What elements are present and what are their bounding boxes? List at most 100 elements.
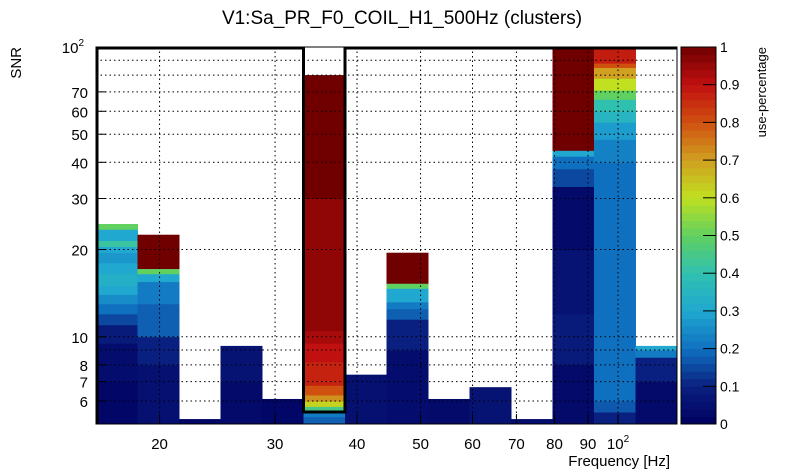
heatmap-cell xyxy=(594,401,636,413)
heatmap-cell xyxy=(96,313,138,326)
colorbar-segment xyxy=(681,310,716,319)
x-tick-label: 40 xyxy=(349,436,366,453)
x-tick-label: 70 xyxy=(508,436,525,453)
heatmap-cell xyxy=(137,303,180,338)
heatmap-cell xyxy=(303,416,346,425)
heatmap-cell xyxy=(594,78,636,91)
y-axis-label: SNR xyxy=(8,47,25,79)
heatmap-cell xyxy=(96,294,138,305)
heatmap-cell xyxy=(96,252,138,264)
heatmap-cell xyxy=(303,198,346,332)
colorbar-tick-label: 0.3 xyxy=(720,303,740,319)
y-tick-label: 102 xyxy=(62,38,85,57)
y-tick-label: 10 xyxy=(71,330,88,347)
y-tick-label: 7 xyxy=(80,375,88,392)
colorbar-segment xyxy=(681,167,716,176)
selection-outline xyxy=(95,46,677,424)
colorbar-segment xyxy=(681,122,716,131)
heatmap-cell xyxy=(96,229,138,241)
colorbar-tick-label: 0 xyxy=(720,416,728,432)
heatmap-cell xyxy=(594,162,636,402)
colorbar-segment xyxy=(681,145,716,154)
x-tick-label: 30 xyxy=(267,436,284,453)
heatmap-cell xyxy=(594,139,636,163)
colorbar-segment xyxy=(681,325,716,335)
heatmap-cell xyxy=(137,364,180,425)
heatmap-cell xyxy=(635,381,678,425)
heatmap-cell xyxy=(635,345,678,351)
colorbar-segment xyxy=(681,54,716,63)
colorbar-label: use-percentage xyxy=(754,47,769,137)
heatmap-cell xyxy=(96,273,138,287)
colorbar-segment xyxy=(681,280,716,289)
heatmap-cell xyxy=(262,398,304,425)
heatmap-cell xyxy=(386,252,429,284)
heatmap-cell xyxy=(594,63,636,68)
heatmap-cell xyxy=(137,273,180,283)
colorbar-segment xyxy=(681,152,716,161)
heatmap-cell xyxy=(96,303,138,315)
colorbar-segment xyxy=(681,363,716,372)
heatmap-cell xyxy=(552,313,595,366)
heatmap-cell xyxy=(386,350,429,425)
chart-title: V1:Sa_PR_F0_COIL_H1_500Hz (clusters) xyxy=(222,8,582,29)
colorbar-tick-label: 0.2 xyxy=(720,341,740,357)
x-tick-label: 50 xyxy=(412,436,429,453)
heatmap-cell xyxy=(96,262,138,275)
colorbar-tick-label: 0.1 xyxy=(720,378,740,394)
heatmap-cell xyxy=(303,401,346,407)
heatmap-cell xyxy=(303,75,346,200)
colorbar-tick-label: 0.8 xyxy=(720,114,740,130)
heatmap-cell xyxy=(594,47,636,64)
colorbar-tick-label: 1 xyxy=(720,39,728,55)
colorbar-segment xyxy=(681,378,716,387)
x-tick-label: 90 xyxy=(580,436,597,453)
heatmap-cell xyxy=(594,412,636,425)
x-tick-label: 80 xyxy=(546,436,563,453)
colorbar-segment xyxy=(681,160,716,169)
heatmap-cell xyxy=(511,419,553,425)
colorbar-segment xyxy=(681,77,716,86)
colorbar-segment xyxy=(681,62,716,71)
colorbar-segment xyxy=(681,212,716,221)
heatmap-cell xyxy=(386,308,429,320)
colorbar-tick-label: 0.5 xyxy=(720,228,740,244)
heatmap-cell xyxy=(303,406,346,412)
heatmap-cell xyxy=(96,246,138,254)
heatmap-cell xyxy=(386,288,429,303)
heatmap-cell xyxy=(220,381,263,425)
colorbar-segment xyxy=(681,356,716,365)
colorbar-segment xyxy=(681,175,716,184)
colorbar-segment xyxy=(681,235,716,244)
heatmap-cell xyxy=(303,330,346,344)
colorbar-segment xyxy=(681,220,716,229)
colorbar-segment xyxy=(681,137,716,146)
heatmap-cell xyxy=(96,381,138,425)
y-tick-label: 20 xyxy=(71,243,88,260)
heatmap-cell xyxy=(469,387,512,425)
heatmap-cell xyxy=(179,419,221,425)
colorbar-segment xyxy=(681,273,716,282)
colorbar-segment xyxy=(681,182,716,191)
colorbar-segment xyxy=(681,197,716,206)
heatmap-cell xyxy=(594,111,636,123)
colorbar-segment xyxy=(681,348,716,357)
heatmap-cell xyxy=(137,234,180,270)
y-tick-label: 30 xyxy=(71,192,88,209)
colorbar-segment xyxy=(681,190,716,199)
colorbar-segment xyxy=(681,205,716,214)
x-axis-label: Frequency [Hz] xyxy=(568,453,670,470)
colorbar-segment xyxy=(681,250,716,259)
heatmap-cell xyxy=(552,364,595,425)
heatmap-cell xyxy=(220,345,263,383)
heatmap-cell xyxy=(594,67,636,79)
heatmap-cell xyxy=(552,249,595,315)
heatmap-cell xyxy=(552,186,595,251)
heatmap-cell xyxy=(386,301,429,310)
colorbar-tick-label: 0.4 xyxy=(720,265,740,281)
heatmap-cell xyxy=(137,268,180,275)
colorbar-segment xyxy=(681,84,716,93)
heatmap-cell xyxy=(137,281,180,305)
heatmap-cell xyxy=(386,283,429,289)
heatmap-cell xyxy=(594,90,636,100)
